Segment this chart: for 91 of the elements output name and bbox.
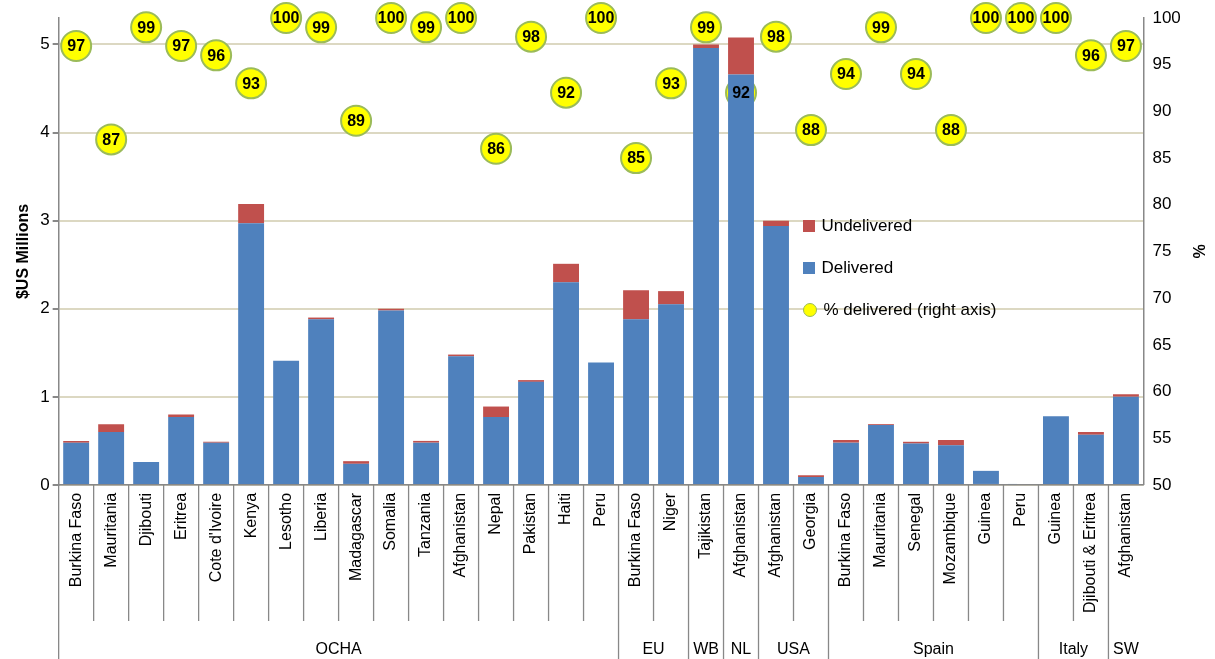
legend-label: Undelivered [821,215,913,236]
x-tick-label: Madagascar [346,492,364,581]
x-tick-label: Mauritania [101,492,119,568]
x-tick-label: Mozambique [941,492,959,585]
data-label: 88 [802,121,820,139]
data-label: 99 [872,18,890,36]
data-label: 93 [662,74,681,92]
x-tick-label: Burkina Faso [66,492,84,588]
x-tick-label: Cote d'Ivoire [206,492,224,583]
y2-axis-title: % [1189,244,1207,259]
data-label: 100 [972,9,1000,27]
data-label: 99 [137,18,156,36]
data-label: 93 [242,74,261,92]
y2-tick-label: 75 [1152,241,1172,261]
y2-tick-label: 70 [1152,287,1172,307]
data-label: 99 [312,18,331,36]
data-label: 99 [417,18,436,36]
data-label: 85 [627,149,646,167]
text: WB [693,640,719,658]
x-tick-label: Somalia [381,492,399,551]
y-tick-label: 2 [40,298,50,318]
x-tick-label: Mauritania [871,492,889,568]
x-tick-label: Djibouti & Eritrea [1081,492,1099,613]
data-label: 94 [907,65,925,83]
data-label: 100 [377,9,405,27]
x-tick-label: Pakistan [521,492,539,555]
y2-tick-label: 85 [1152,147,1172,167]
text: USA [777,640,811,658]
x-tick-label: Tanzania [416,492,434,557]
data-label: 97 [172,37,191,55]
data-label: 87 [102,130,121,148]
data-label: 100 [587,9,615,27]
text: EU [642,640,665,658]
text: NL [730,640,752,658]
x-tick-label: Afghanistan [731,492,749,578]
data-label: 100 [447,9,475,27]
x-tick-label: Senegal [906,492,924,552]
data-label: 100 [1042,9,1070,27]
data-label: 98 [767,28,786,46]
data-label: 98 [522,28,541,46]
data-label: 86 [487,140,506,158]
y-tick-label: 0 [40,474,50,494]
x-tick-label: Afghanistan [766,492,784,578]
data-label: 99 [697,18,716,36]
x-tick-label: Djibouti [136,492,154,547]
data-label: 97 [67,37,86,55]
x-tick-label: Burkina Faso [836,492,854,588]
data-label: 96 [1082,46,1100,64]
x-tick-label: Niger [661,492,679,532]
x-tick-label: Peru [591,492,609,527]
text: Italy [1058,640,1089,658]
x-tick-label: Kenya [241,492,259,539]
x-tick-label: Tajikistan [696,492,714,559]
x-tick-label: Lesotho [276,492,294,550]
text: Spain [913,640,954,658]
data-label: 88 [942,121,960,139]
data-label: 92 [557,84,576,102]
data-label: 89 [347,112,366,130]
y-tick-label: 3 [40,210,50,230]
y-tick-label: 5 [40,34,50,54]
x-tick-label: Nepal [486,492,504,535]
y-tick-label: 1 [40,386,50,406]
x-tick-label: Liberia [311,492,329,541]
y2-tick-label: 55 [1152,427,1172,447]
x-tick-label: Guinea [1046,492,1064,545]
data-label: 97 [1117,37,1135,55]
legend-label: % delivered (right axis) [823,299,997,320]
x-tick-label: Burkina Faso [626,492,644,588]
x-tick-label: Peru [1011,492,1029,527]
x-tick-label: Eritrea [171,492,189,541]
data-label: 100 [272,9,300,27]
y2-tick-label: 80 [1152,194,1172,214]
y2-tick-label: 65 [1152,334,1172,354]
x-tick-label: Guinea [976,492,994,545]
data-label: 96 [207,46,226,64]
y2-tick-label: 100 [1152,7,1181,27]
y2-tick-label: 50 [1152,474,1172,494]
x-tick-label: Afghanistan [451,492,469,578]
y-axis-title: $US Millions [14,203,32,300]
y2-tick-label: 95 [1152,54,1172,74]
text: OCHA [315,640,363,658]
legend-label: Delivered [821,257,894,278]
x-tick-label: Afghanistan [1116,492,1134,578]
data-label: 94 [837,65,855,83]
y-tick-label: 4 [40,122,50,142]
x-tick-label: Haiti [556,492,574,525]
x-tick-label: Georgia [801,492,819,550]
y2-tick-label: 90 [1152,101,1172,121]
data-label: 100 [1007,9,1035,27]
text: SW [1113,640,1140,658]
y2-tick-label: 60 [1152,381,1172,401]
